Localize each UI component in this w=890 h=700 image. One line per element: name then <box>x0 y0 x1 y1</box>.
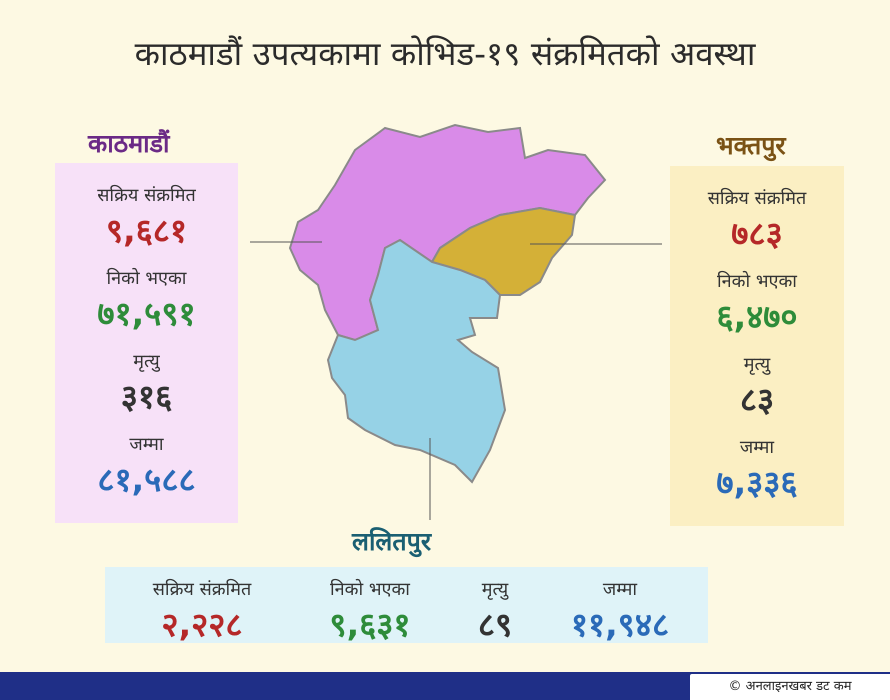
lalitpur-panel: सक्रिय संक्रमित २,२२८ निको भएका ९,६३१ मृ… <box>105 567 708 644</box>
kathmandu-deaths-value: ३१६ <box>120 377 173 416</box>
lalitpur-total: जम्मा ११,९४८ <box>550 577 690 660</box>
lalitpur-district[interactable] <box>326 238 507 484</box>
bhaktapur-deaths-label: मृत्यु <box>743 354 771 375</box>
bhaktapur-total-value: ७,३३६ <box>716 463 798 502</box>
lalitpur-recovered-value: ९,६३१ <box>329 605 411 644</box>
lalitpur-deaths: मृत्यु ८९ <box>460 577 530 660</box>
kathmandu-recovered-label: निको भएका <box>106 268 187 289</box>
kathmandu-recovered-value: ७१,५९१ <box>97 294 196 333</box>
bhaktapur-active-label: सक्रिय संक्रमित <box>707 188 807 209</box>
lalitpur-deaths-label: मृत्यु <box>481 579 509 600</box>
copyright-text: © अनलाइनखबर डट कम <box>690 674 890 700</box>
kathmandu-total-value: ८१,५८८ <box>97 460 196 499</box>
kathmandu-panel: सक्रिय संक्रमित ९,६८१ निको भएका ७१,५९१ म… <box>55 163 238 523</box>
lalitpur-recovered-label: निको भएका <box>330 579 410 600</box>
kathmandu-deaths-label: मृत्यु <box>133 351 160 372</box>
lalitpur-total-value: ११,९४८ <box>570 605 670 644</box>
lalitpur-name: ललितपुर <box>352 527 432 556</box>
bhaktapur-active-value: ७८३ <box>731 214 783 253</box>
lalitpur-recovered: निको भएका ९,६३१ <box>305 577 435 660</box>
lalitpur-total-label: जम्मा <box>602 579 638 600</box>
page-title: काठमाडौं उपत्यकामा कोभिड-१९ संक्रमितको अ… <box>134 34 756 73</box>
kathmandu-active-label: सक्रिय संक्रमित <box>97 185 196 206</box>
bhaktapur-name: भक्तपुर <box>716 131 786 160</box>
bhaktapur-total-label: जम्मा <box>739 437 775 458</box>
kathmandu-name: काठमाडौं <box>88 129 170 158</box>
bhaktapur-recovered-label: निको भएका <box>717 271 797 292</box>
kathmandu-total-label: जम्मा <box>129 434 164 455</box>
bhaktapur-recovered-value: ६,४७० <box>716 297 798 336</box>
bhaktapur-panel: सक्रिय संक्रमित ७८३ निको भएका ६,४७० मृत्… <box>670 166 844 526</box>
lalitpur-active: सक्रिय संक्रमित २,२२८ <box>127 577 277 660</box>
kathmandu-active-value: ९,६८१ <box>105 211 188 250</box>
bhaktapur-deaths-value: ८३ <box>739 380 775 419</box>
lalitpur-deaths-value: ८९ <box>477 605 513 644</box>
lalitpur-active-label: सक्रिय संक्रमित <box>152 579 252 600</box>
lalitpur-active-value: २,२२८ <box>161 605 243 644</box>
